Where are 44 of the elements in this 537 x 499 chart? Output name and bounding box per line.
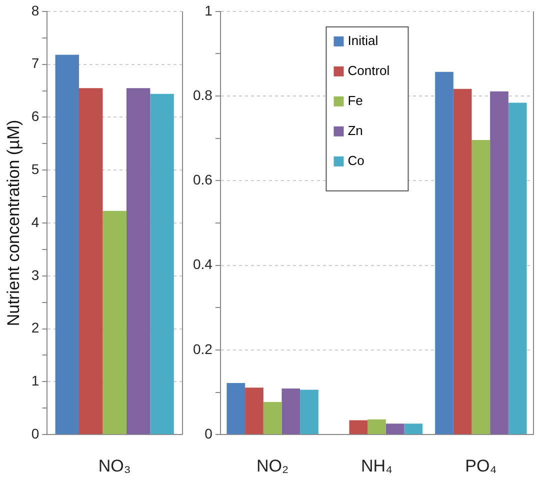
bar — [300, 390, 318, 434]
y-tick-label: 5 — [31, 160, 40, 177]
y-tick-label: 0.4 — [192, 256, 213, 272]
y-tick-label: 0 — [31, 425, 40, 442]
y-tick-label: 0.8 — [192, 86, 213, 103]
bar — [245, 388, 264, 434]
bar — [226, 382, 246, 434]
legend-label: Zn — [348, 122, 363, 138]
bar — [435, 72, 454, 434]
y-tick-label: 0.6 — [192, 172, 213, 188]
bar — [386, 424, 404, 434]
bar — [150, 94, 174, 434]
legend-label: Fe — [348, 92, 363, 108]
y-tick-label: 0.2 — [192, 340, 213, 357]
bar — [404, 424, 423, 434]
y-tick-label: 1 — [31, 372, 40, 389]
y-tick-label: 1 — [204, 2, 213, 18]
x-tick-label: PO₄ — [465, 456, 497, 476]
x-tick-label: NO₂ — [256, 456, 289, 476]
y-tick-label: 4 — [31, 214, 40, 230]
legend-label: Initial — [348, 32, 378, 48]
bar — [472, 140, 490, 434]
y-tick-label: 2 — [31, 320, 40, 336]
x-tick-label: NH₄ — [360, 456, 393, 476]
y-tick-label: 3 — [31, 266, 40, 283]
bar — [263, 402, 282, 434]
bar — [79, 88, 103, 434]
y-tick-label: 0 — [204, 425, 213, 442]
y-axis-title: Nutrient concentration (µM) — [4, 120, 23, 326]
bar — [349, 420, 368, 434]
bar — [490, 91, 508, 434]
bar — [102, 210, 126, 434]
bar — [282, 388, 300, 434]
x-tick-label: NO₃ — [98, 456, 131, 476]
bar — [126, 88, 150, 434]
y-tick-label: 8 — [31, 2, 40, 18]
bar — [453, 88, 472, 434]
legend-label: Co — [348, 152, 364, 168]
legend-label: Control — [348, 62, 390, 78]
y-tick-label: 7 — [31, 55, 40, 72]
y-tick-label: 6 — [31, 108, 40, 124]
bar — [368, 419, 386, 434]
bar — [55, 54, 79, 434]
bar — [508, 102, 527, 434]
